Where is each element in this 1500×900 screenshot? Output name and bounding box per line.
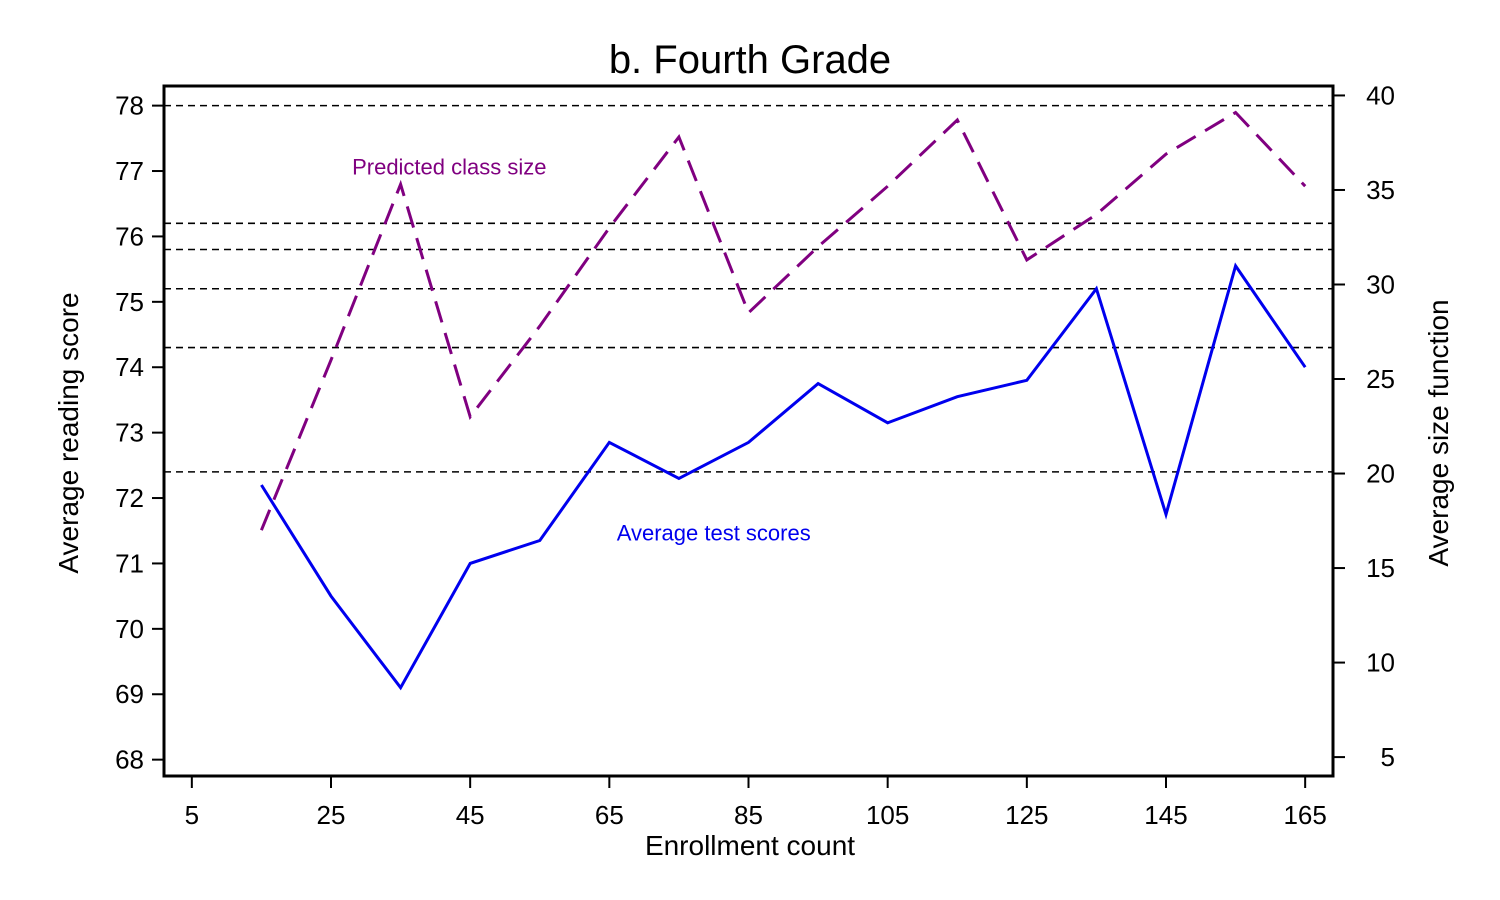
right-y-tick-label: 20 <box>1366 459 1395 489</box>
right-y-axis-title: Average size function <box>1423 299 1454 566</box>
left-y-tick-label: 76 <box>115 221 144 251</box>
x-tick-label: 45 <box>456 800 485 830</box>
series-layer <box>260 110 1307 691</box>
left-y-tick-label: 73 <box>115 418 144 448</box>
left-y-tick-label: 78 <box>115 91 144 121</box>
left-y-tick-label: 74 <box>115 352 144 382</box>
left-y-tick-label: 75 <box>115 287 144 317</box>
axes: 5 25 45 65 85 105 125 145 1656869707172737475767… <box>115 80 1395 830</box>
x-axis-title: Enrollment count <box>645 830 855 861</box>
left-y-axis-title: Average reading score <box>53 292 84 573</box>
x-tick-label: 5 <box>185 800 199 830</box>
left-y-tick-label: 71 <box>115 548 144 578</box>
x-tick-label: 85 <box>734 800 763 830</box>
annotations: Predicted class size Average test scores <box>352 154 811 545</box>
left-y-tick-label: 68 <box>115 745 144 775</box>
plot-frame <box>162 84 1335 778</box>
series-line-average-test-scores <box>260 262 1307 691</box>
right-y-tick-label: 35 <box>1366 175 1395 205</box>
series-line-predicted-class-size <box>260 110 1307 531</box>
right-y-tick-label: 30 <box>1366 269 1395 299</box>
annotation-average-test-scores: Average test scores <box>617 521 811 546</box>
right-y-tick-label: 10 <box>1366 648 1395 678</box>
chart-title: b. Fourth Grade <box>609 38 891 82</box>
left-y-tick-label: 69 <box>115 679 144 709</box>
left-y-tick-label: 70 <box>115 614 144 644</box>
right-y-tick-label: 5 <box>1381 742 1395 772</box>
x-tick-label: 145 <box>1144 800 1187 830</box>
right-y-tick-label: 25 <box>1366 364 1395 394</box>
left-y-tick-label: 77 <box>115 156 144 186</box>
x-tick-label: 105 <box>866 800 909 830</box>
x-tick-label: 165 <box>1283 800 1326 830</box>
right-y-tick-label: 40 <box>1366 80 1395 110</box>
reference-lines <box>164 104 1333 473</box>
x-tick-label: 25 <box>317 800 346 830</box>
left-y-tick-label: 72 <box>115 483 144 513</box>
right-y-tick-label: 15 <box>1366 553 1395 583</box>
x-tick-label: 65 <box>595 800 624 830</box>
annotation-predicted-class-size: Predicted class size <box>352 154 546 179</box>
x-tick-label: 125 <box>1005 800 1048 830</box>
